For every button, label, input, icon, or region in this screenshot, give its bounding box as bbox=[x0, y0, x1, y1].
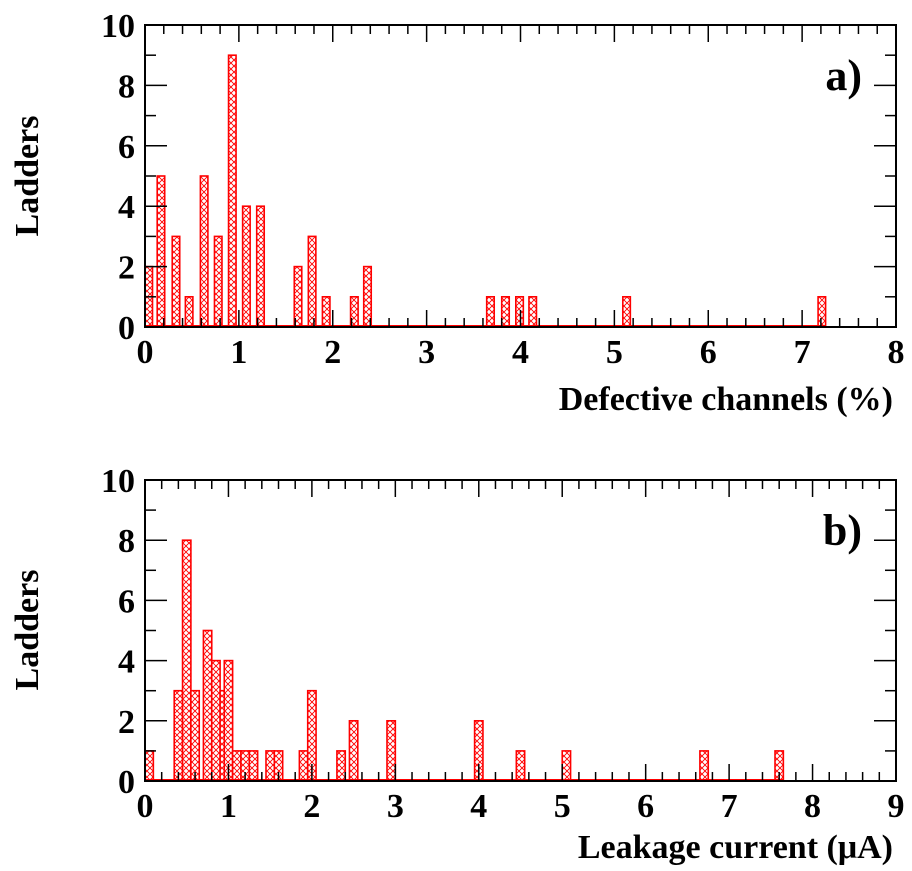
y-tick-label: 0 bbox=[118, 310, 135, 347]
histogram-bar bbox=[622, 295, 632, 328]
histogram-bar bbox=[307, 235, 317, 328]
histogram-bar bbox=[210, 659, 221, 782]
histogram-bar bbox=[156, 175, 166, 328]
histogram-bar bbox=[561, 750, 572, 782]
histogram-bar bbox=[223, 659, 234, 782]
y-tick-label: 4 bbox=[118, 644, 135, 681]
histogram-bar bbox=[171, 235, 181, 328]
x-tick-label: 8 bbox=[804, 788, 821, 825]
histogram-bar bbox=[515, 750, 526, 782]
x-tick-label: 1 bbox=[220, 788, 237, 825]
x-tick-label: 3 bbox=[418, 334, 435, 371]
y-axis-title: Ladders bbox=[9, 570, 46, 691]
x-tick-label: 6 bbox=[637, 788, 654, 825]
histogram-bar bbox=[231, 750, 242, 782]
histogram-bar bbox=[817, 295, 827, 328]
y-tick-label: 4 bbox=[118, 189, 135, 226]
y-tick-label: 2 bbox=[118, 250, 135, 287]
y-tick-label: 8 bbox=[118, 68, 135, 105]
histogram-bar bbox=[386, 719, 397, 782]
histogram-bar bbox=[699, 750, 710, 782]
y-tick-label: 6 bbox=[118, 129, 135, 166]
histogram-bar bbox=[181, 539, 192, 782]
histogram-bar bbox=[500, 295, 511, 328]
x-tick-label: 2 bbox=[324, 334, 341, 371]
y-axis-ticks bbox=[145, 479, 896, 782]
x-tick-label: 0 bbox=[137, 334, 154, 371]
y-axis-title: Ladders bbox=[9, 116, 46, 237]
x-tick-label: 9 bbox=[888, 788, 905, 825]
histogram-bar bbox=[321, 295, 331, 328]
histogram-bar bbox=[173, 689, 184, 782]
x-tick-label: 5 bbox=[606, 334, 623, 371]
histogram-bar bbox=[202, 629, 213, 782]
histogram-bar bbox=[362, 265, 373, 328]
histogram-bar bbox=[336, 750, 347, 782]
histogram-bar bbox=[184, 295, 194, 328]
x-axis-title: Defective channels (%) bbox=[559, 381, 893, 418]
histogram-bar bbox=[190, 689, 201, 782]
plot-frame bbox=[144, 479, 897, 782]
histogram-bar bbox=[144, 750, 155, 782]
histogram-bar bbox=[528, 295, 538, 328]
histogram-bar bbox=[293, 265, 303, 328]
histogram-bar bbox=[348, 719, 359, 782]
x-tick-label: 3 bbox=[387, 788, 404, 825]
y-tick-label: 10 bbox=[101, 8, 135, 45]
y-axis-ticks bbox=[145, 24, 896, 328]
x-tick-label: 6 bbox=[700, 334, 717, 371]
histogram-bar bbox=[213, 235, 223, 328]
y-tick-label: 2 bbox=[118, 704, 135, 741]
y-tick-label: 8 bbox=[118, 523, 135, 560]
histogram-bar bbox=[255, 205, 266, 328]
y-tick-label: 0 bbox=[118, 764, 135, 801]
histogram-bar bbox=[298, 750, 309, 782]
histogram-bar bbox=[227, 54, 237, 328]
panel-label: a) bbox=[825, 51, 862, 100]
histogram-bar bbox=[248, 750, 259, 782]
histogram-bar bbox=[485, 295, 496, 328]
x-tick-label: 2 bbox=[303, 788, 320, 825]
x-axis-ticks bbox=[144, 480, 897, 781]
y-tick-label: 10 bbox=[101, 463, 135, 500]
chart-panel-b: 0 1 2 3 4 5 6 7 8 9 0 2 4 6 8 10 Leakage current (μA) Lad… bbox=[9, 463, 905, 866]
x-axis-ticks bbox=[144, 25, 897, 327]
histogram-bar bbox=[241, 205, 251, 328]
panel-label: b) bbox=[823, 506, 862, 555]
x-tick-label: 7 bbox=[721, 788, 738, 825]
histogram-bars bbox=[144, 539, 785, 782]
histogram-bar bbox=[199, 175, 209, 328]
x-tick-label: 4 bbox=[470, 788, 487, 825]
histogram-bars bbox=[144, 54, 827, 328]
chart-panel-a: 0 1 2 3 4 5 6 7 8 0 2 4 6 8 10 Defective channels (%) La… bbox=[9, 8, 905, 418]
x-axis-title: Leakage current (μA) bbox=[578, 829, 893, 866]
x-tick-label: 7 bbox=[794, 334, 811, 371]
x-tick-label: 8 bbox=[888, 334, 905, 371]
x-tick-label: 4 bbox=[512, 334, 529, 371]
y-tick-label: 6 bbox=[118, 583, 135, 620]
x-tick-label: 5 bbox=[554, 788, 571, 825]
histogram-bar bbox=[515, 295, 525, 328]
x-tick-label: 1 bbox=[230, 334, 247, 371]
x-tick-label: 0 bbox=[137, 788, 154, 825]
histogram-bar bbox=[265, 750, 276, 782]
